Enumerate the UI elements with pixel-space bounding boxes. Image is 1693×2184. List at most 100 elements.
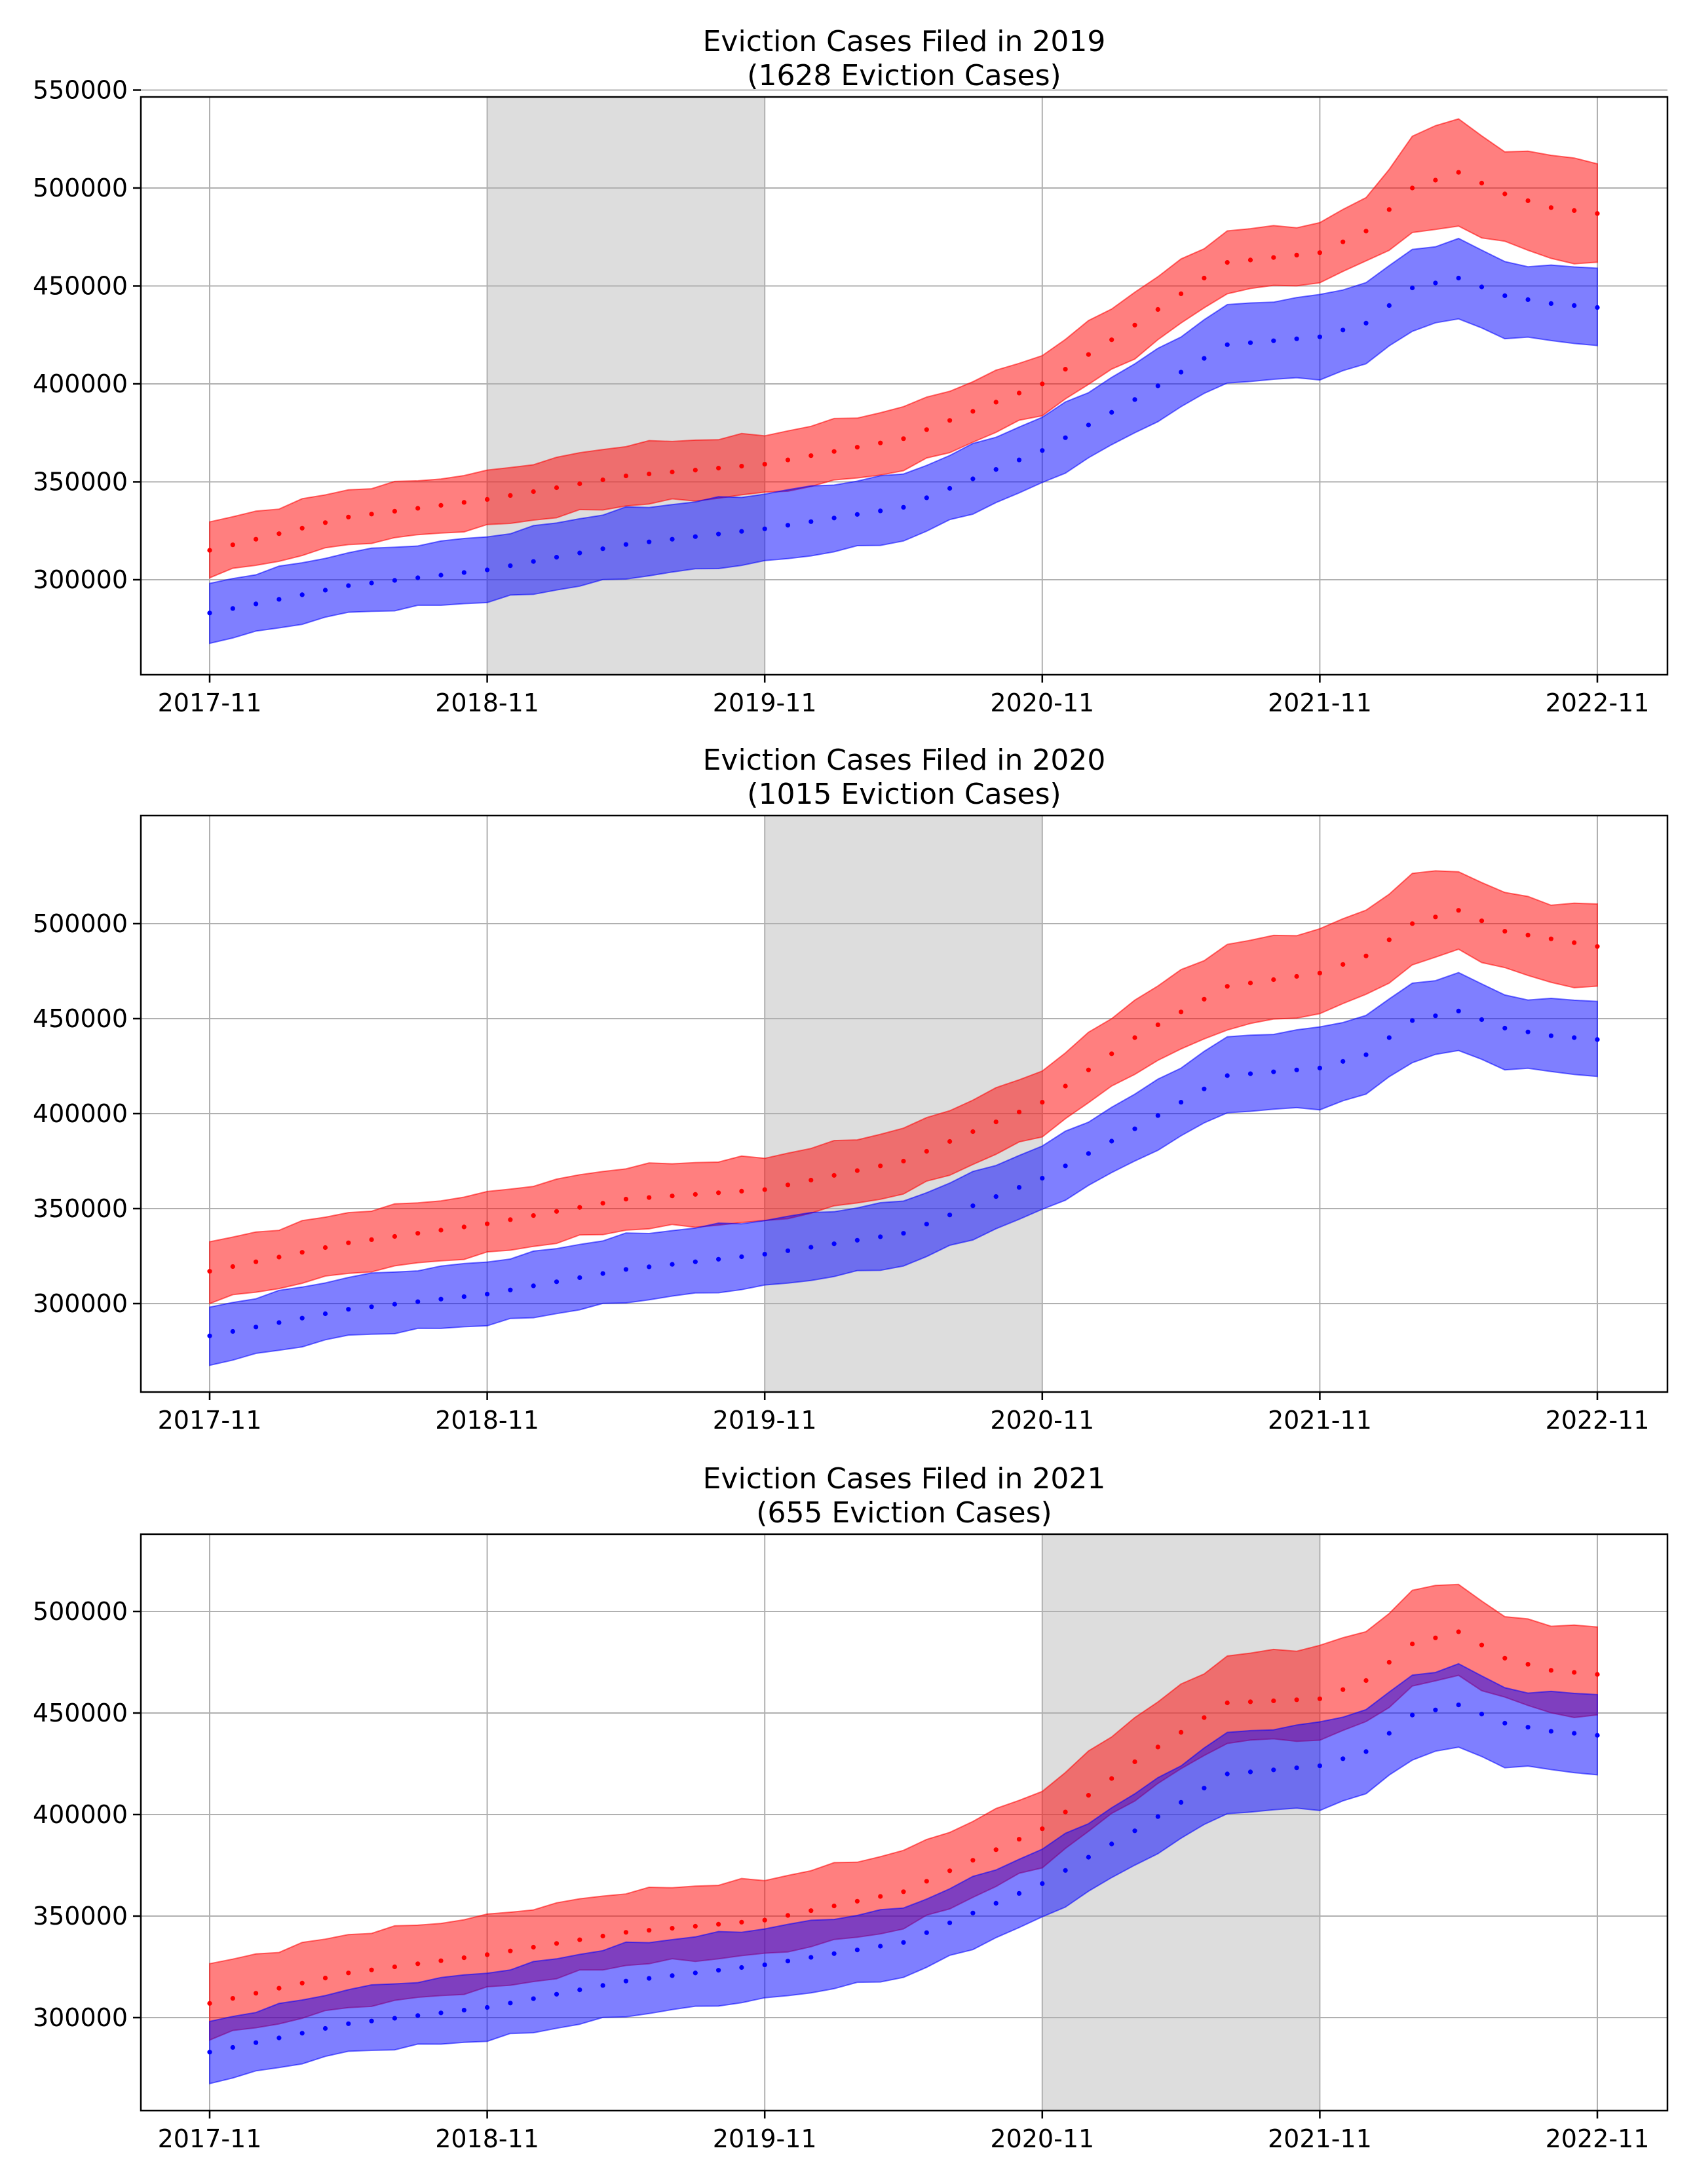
series-2-point: [1410, 1018, 1415, 1023]
series-2-point: [415, 575, 421, 580]
series-2-point: [1247, 1769, 1253, 1775]
series-1-point: [1572, 940, 1577, 945]
series-2-point: [1132, 397, 1137, 402]
series-2-point: [1040, 1881, 1045, 1886]
series-2-point: [970, 1910, 976, 1915]
series-2-point: [1179, 1100, 1184, 1105]
series-1-point: [647, 1928, 652, 1933]
series-1-point: [577, 1937, 582, 1942]
series-2-point: [1525, 297, 1531, 302]
series-2-point: [1040, 448, 1045, 453]
series-2-point: [1363, 1749, 1369, 1754]
series-1-point: [901, 1158, 906, 1164]
series-2-point: [1595, 1733, 1600, 1738]
series-2-point: [322, 1311, 328, 1317]
y-tick-label: 300000: [33, 565, 128, 594]
series-2-point: [554, 555, 560, 560]
series-1-point: [276, 1986, 282, 1991]
series-2-point: [1040, 1176, 1045, 1181]
series-1-point: [299, 525, 305, 531]
series-1-point: [531, 1944, 536, 1950]
series-2-point: [508, 1287, 513, 1292]
series-2-point: [1410, 285, 1415, 291]
series-1-point: [1086, 352, 1091, 357]
series-1-point: [693, 468, 698, 473]
series-1-point: [1109, 1776, 1114, 1781]
series-1-point: [1294, 252, 1299, 257]
series-1-point: [1386, 937, 1392, 943]
series-2-point: [369, 580, 374, 586]
x-tick-label: 2017-11: [158, 688, 262, 717]
y-tick-label: 500000: [33, 174, 128, 202]
series-1-point: [762, 1187, 767, 1192]
series-2-point: [392, 2016, 398, 2021]
series-2-point: [1502, 293, 1508, 298]
series-1-point: [369, 1967, 374, 1972]
y-tick-label: 500000: [33, 909, 128, 938]
x-tick-label: 2020-11: [990, 688, 1094, 717]
series-2-point: [901, 1231, 906, 1236]
series-2-point: [1179, 369, 1184, 375]
series-1-point: [901, 436, 906, 442]
series-1-point: [230, 542, 235, 548]
series-1-point: [1040, 381, 1045, 386]
series-2-point: [369, 2018, 374, 2024]
series-2-point: [1294, 1067, 1299, 1072]
series-2-point: [716, 1968, 721, 1973]
series-1-point: [438, 1958, 444, 1963]
x-tick-label: 2018-11: [435, 1406, 539, 1435]
series-2-point: [947, 485, 953, 491]
series-1-point: [485, 1952, 490, 1957]
series-2-point: [947, 1213, 953, 1218]
series-1-point: [1225, 1700, 1230, 1706]
series-1-point: [1525, 198, 1531, 203]
series-2-point: [1109, 1841, 1114, 1847]
series-1-point: [785, 1182, 791, 1188]
series-1-point: [739, 1188, 744, 1194]
series-2-point: [670, 1262, 675, 1267]
series-1-point: [1502, 1655, 1508, 1661]
series-2-point: [230, 606, 235, 611]
series-2-point: [554, 1279, 560, 1285]
series-1-point: [577, 481, 582, 487]
series-1-point: [207, 1269, 212, 1274]
series-2-point: [901, 504, 906, 510]
series-1-point: [1386, 1659, 1392, 1665]
series-1-point: [947, 418, 953, 423]
series-2-point: [1433, 280, 1438, 286]
series-1-point: [831, 1903, 837, 1909]
x-tick-label: 2019-11: [713, 2124, 817, 2153]
series-2-point: [1132, 1126, 1137, 1131]
series-1-point: [554, 1941, 560, 1946]
series-1-point: [878, 1163, 883, 1169]
series-2-point: [1294, 1765, 1299, 1771]
series-1-point: [1179, 1729, 1184, 1735]
chart-subtitle: (655 Eviction Cases): [756, 1496, 1052, 1530]
series-1-point: [1433, 914, 1438, 920]
series-1-point: [1433, 178, 1438, 183]
y-tick-label: 350000: [33, 468, 128, 497]
series-1-point: [577, 1205, 582, 1210]
series-1-point: [1595, 211, 1600, 216]
series-2-point: [924, 1930, 929, 1935]
series-1-point: [392, 1964, 398, 1970]
series-1-point: [1410, 185, 1415, 191]
series-1-point: [1294, 1697, 1299, 1703]
series-1-point: [461, 1955, 466, 1961]
series-1-point: [1225, 984, 1230, 989]
series-1-point: [1548, 205, 1553, 210]
y-tick-label: 300000: [33, 1289, 128, 1318]
series-2-point: [346, 583, 351, 588]
series-2-point: [1363, 1052, 1369, 1057]
series-2-point: [1225, 342, 1230, 347]
chart-title: Eviction Cases Filed in 2020: [703, 744, 1106, 777]
series-band-2: [209, 971, 1598, 1366]
axes-frame: [140, 1533, 1669, 2112]
series-2-point: [924, 1222, 929, 1227]
series-2-point: [1202, 1086, 1207, 1091]
y-tick-label: 350000: [33, 1902, 128, 1930]
series-2-point: [854, 512, 860, 517]
chart-panel-2: 2017-11 2018-11 2019-11 2020-11 2021-11 2022-…: [33, 744, 1669, 1435]
series-2-point: [970, 1203, 976, 1209]
series-1-point: [207, 548, 212, 553]
